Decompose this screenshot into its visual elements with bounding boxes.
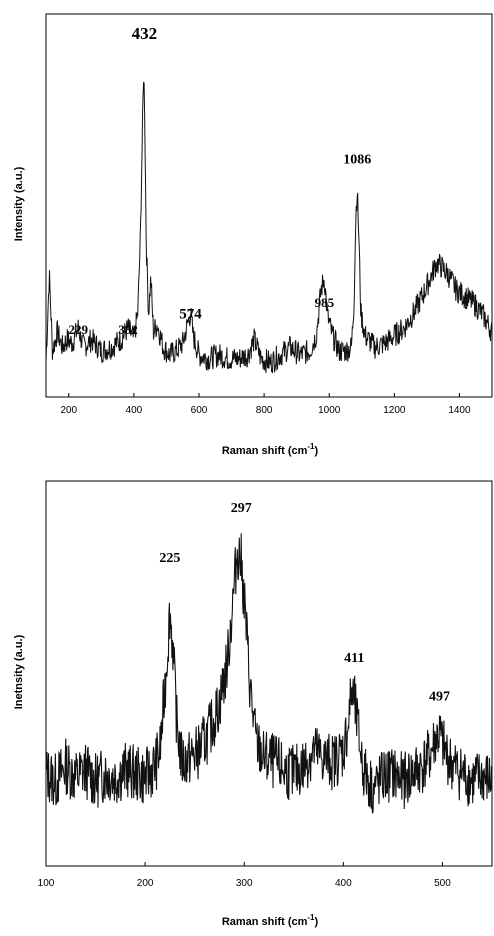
bot-x-tick-label-2: 300	[236, 878, 253, 889]
bot-x-tick-label-3: 400	[335, 878, 352, 889]
top-spectrum	[45, 81, 493, 374]
top-peak-label-3: 574	[179, 306, 202, 322]
top-x-tick-label-1: 400	[126, 405, 143, 416]
top-peak-label-2: 432	[132, 24, 158, 43]
top-x-tick-label-2: 600	[191, 405, 208, 416]
bot-peak-label-3: 497	[429, 689, 450, 704]
top-peak-label-1: 382	[118, 322, 138, 337]
bottom-x-axis-title-sup: -1	[307, 913, 315, 922]
bottom-plot-frame	[45, 480, 493, 867]
bot-peak-label-2: 411	[344, 651, 364, 666]
bot-x-tick-label-4: 500	[434, 878, 451, 889]
top-plot-frame	[45, 13, 493, 398]
top-x-tick-label-6: 1400	[448, 405, 471, 416]
bottom-peak-labels: 225 297 411 497	[159, 501, 450, 705]
bot-peak-label-1: 297	[231, 501, 252, 516]
top-x-ticks: 200 400 600 800 1000 1200 1400	[60, 393, 471, 416]
bot-peak-label-0: 225	[159, 551, 180, 566]
top-x-axis-title-end: )	[315, 445, 319, 457]
top-x-axis-title-main: Raman shift (cm	[222, 445, 308, 457]
bot-spectrum-line	[45, 533, 493, 814]
top-x-tick-label-5: 1200	[383, 405, 406, 416]
top-x-tick-label-4: 1000	[318, 405, 341, 416]
top-peak-label-4: 985	[315, 295, 335, 310]
top-y-axis-title: Intensity (a.u.)	[13, 166, 25, 241]
bot-x-tick-label-0: 100	[38, 878, 55, 889]
top-x-tick-label-3: 800	[256, 405, 273, 416]
top-peak-label-5: 1086	[343, 152, 371, 167]
top-spectrum-line	[45, 81, 493, 374]
bottom-x-axis-title-main: Raman shift (cm	[222, 916, 308, 928]
bottom-spectrum	[45, 533, 493, 814]
top-peak-label-0: 229	[68, 322, 88, 337]
bottom-y-axis-title: Inetnsity (a.u.)	[13, 634, 25, 709]
bot-x-tick-label-1: 200	[137, 878, 154, 889]
bottom-x-ticks: 100 200 300 400 500	[38, 862, 451, 889]
top-x-axis-title-sup: -1	[307, 442, 315, 451]
bottom-x-axis-title: Raman shift (cm-1)	[222, 913, 319, 928]
top-x-tick-label-0: 200	[60, 405, 77, 416]
top-peak-labels: 229 382 432 574 985 1086	[68, 24, 371, 337]
bottom-x-axis-title-end: )	[315, 916, 319, 928]
top-x-axis-title: Raman shift (cm-1)	[222, 442, 319, 457]
